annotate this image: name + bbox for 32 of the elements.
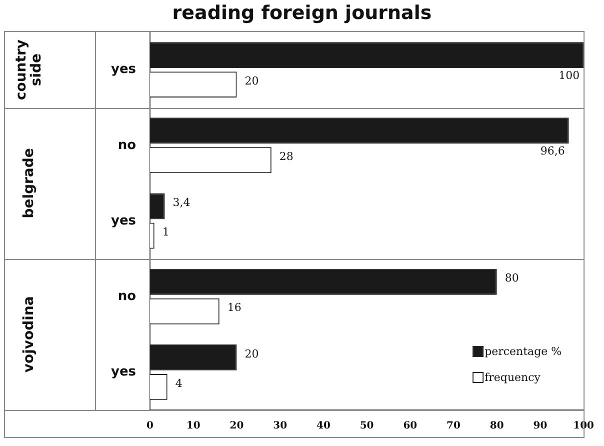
y-tick-label: yes [111,364,136,380]
data-label: 3,4 [172,196,190,210]
x-tick-label: 20 [230,420,244,432]
data-label: 96,6 [540,144,565,158]
data-label: 100 [558,68,580,82]
x-tick-label: 100 [573,420,594,432]
y-tick-label: yes [111,62,136,78]
text: vojvodina [21,296,38,373]
x-tick-label: 80 [490,420,504,432]
text: belgrade [21,148,38,218]
y-tick-label: no [118,288,136,304]
data-label: 28 [279,150,294,163]
x-tick-label: 50 [360,420,374,432]
chart-title: reading foreign journals [171,2,433,24]
y-tick-label: yes [111,213,136,228]
x-tick-label: 70 [446,420,460,432]
data-label: 16 [227,301,242,314]
legend-label: percentage % [484,344,562,358]
text: countryside [14,40,45,100]
y-tick-label: no [118,138,136,153]
legend-label: frequency [484,370,542,384]
x-tick-label: 90 [533,420,548,432]
data-label: 20 [244,347,259,360]
x-tick-label: 10 [186,420,200,432]
data-label: 1 [162,226,170,239]
data-label: 80 [504,272,519,285]
data-label: 4 [175,376,182,390]
x-tick-label: 30 [273,420,288,432]
x-tick-label: 60 [403,420,418,432]
data-label: 20 [244,74,259,88]
x-tick-label: 0 [146,420,154,432]
x-tick-label: 40 [316,420,330,432]
